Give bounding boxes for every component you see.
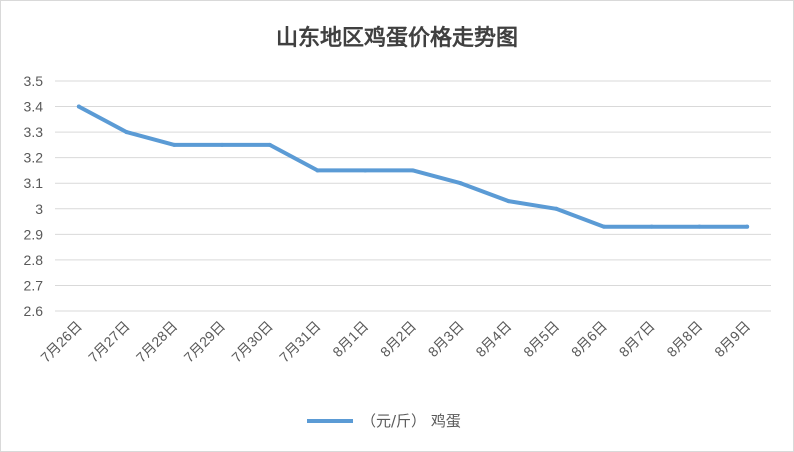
- y-tick-label: 3.1: [24, 175, 44, 191]
- data-point: [745, 224, 750, 229]
- chart-title: 山东地区鸡蛋价格走势图: [276, 25, 518, 51]
- x-tick-label: 7月29日: [181, 318, 229, 366]
- data-point: [267, 142, 272, 147]
- data-point: [554, 206, 559, 211]
- data-point: [601, 224, 606, 229]
- data-point: [363, 168, 368, 173]
- x-tick-label: 8月3日: [425, 318, 467, 360]
- data-point: [315, 168, 320, 173]
- data-point: [124, 130, 129, 135]
- x-tick-label: 8月7日: [616, 318, 658, 360]
- data-point: [458, 181, 463, 186]
- data-point: [220, 142, 225, 147]
- y-tick-label: 3.3: [24, 124, 44, 140]
- y-tick-label: 3.4: [24, 99, 44, 115]
- x-axis-ticks: 7月26日 7月27日 7月28日 7月29日 7月30日 7月31日 8月1日 8月2日 8月…: [37, 318, 753, 366]
- data-point: [172, 142, 177, 147]
- x-tick-label: 8月2日: [377, 318, 419, 360]
- x-tick-label: 8月4日: [472, 318, 514, 360]
- legend: （元/斤） 鸡蛋: [307, 412, 461, 430]
- y-tick-label: 2.6: [24, 303, 44, 319]
- data-point: [76, 104, 81, 109]
- x-tick-label: 8月8日: [663, 318, 705, 360]
- x-tick-label: 7月30日: [228, 318, 276, 366]
- x-tick-label: 7月31日: [276, 318, 324, 366]
- legend-label: （元/斤） 鸡蛋: [361, 412, 461, 430]
- data-point: [697, 224, 702, 229]
- x-tick-label: 7月27日: [85, 318, 133, 366]
- x-tick-label: 8月5日: [520, 318, 562, 360]
- y-tick-label: 2.8: [24, 252, 44, 268]
- data-point: [411, 168, 415, 173]
- x-tick-label: 7月26日: [37, 318, 85, 366]
- x-tick-label: 7月28日: [133, 318, 181, 366]
- series-layer: [76, 104, 750, 229]
- x-tick-label: 8月9日: [711, 318, 753, 360]
- y-tick-label: 2.7: [24, 277, 44, 293]
- gridlines: [55, 80, 771, 312]
- y-tick-label: 3.5: [24, 73, 44, 89]
- x-tick-label: 8月6日: [568, 318, 610, 360]
- y-axis-ticks: 2.6 2.7 2.8 2.9 3 3.1 3.2 3.3 3.4 3.5: [24, 73, 44, 319]
- y-tick-label: 3.2: [24, 150, 44, 166]
- y-tick-label: 3: [35, 201, 43, 217]
- x-tick-label: 8月1日: [329, 318, 371, 360]
- data-point: [506, 199, 511, 204]
- y-tick-label: 2.9: [24, 226, 44, 242]
- data-point: [649, 224, 654, 229]
